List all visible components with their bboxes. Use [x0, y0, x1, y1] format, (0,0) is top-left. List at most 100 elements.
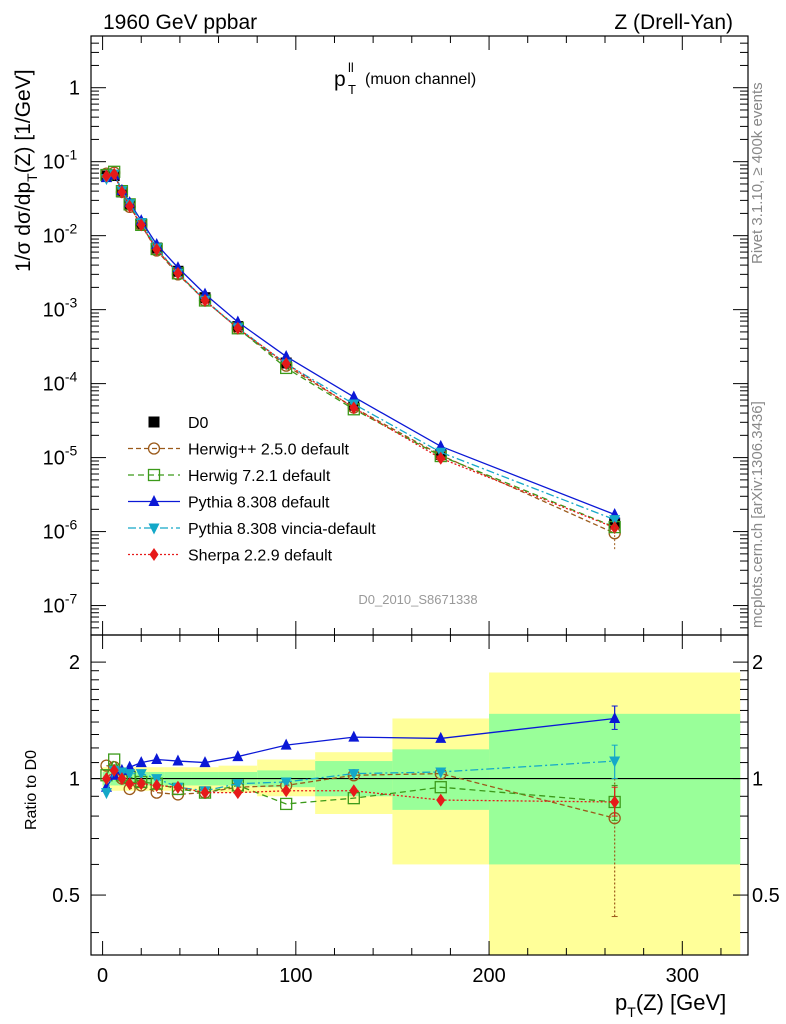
xlabel-rest: (Z) [GeV]	[636, 990, 726, 1015]
xlabel-p: p	[615, 990, 627, 1015]
frame-main	[90, 35, 749, 636]
header-right: Z (Drell-Yan)	[614, 11, 733, 34]
ratio-point-vincia-8	[232, 779, 244, 791]
ratio-point-pythia-11	[435, 731, 447, 743]
point-pythia-10	[348, 390, 360, 402]
ratio-point-pythia-8	[232, 750, 244, 762]
ytick-label-main-2: 10-2	[43, 221, 78, 248]
ratio-point-sherpa-10	[349, 784, 359, 798]
ytick-label-ratio-1: 1	[69, 769, 80, 791]
ratio-point-sherpa-4	[136, 777, 146, 791]
ylabel-ratio: Ratio to D0	[23, 750, 40, 830]
xlabel-sub: T	[627, 1004, 636, 1020]
axes: 0 100 200 300110-110-210-310-410-510-610-70…	[43, 35, 780, 987]
legend-label-vincia: Pythia 8.308 vincia-default	[188, 521, 376, 538]
ytick-exp: -5	[65, 443, 78, 459]
ytick-base: 10	[43, 226, 65, 248]
line-pythia	[106, 174, 615, 516]
point-sherpa-4	[136, 218, 146, 232]
rivet-label: Rivet 3.1.10, ≥ 400k events	[749, 82, 766, 264]
ratio-bands	[102, 672, 741, 955]
ratio-point-sherpa-2	[117, 772, 127, 786]
ytick-base: 10	[43, 300, 65, 322]
ytick-base: 10	[43, 596, 65, 618]
ytick-label-main-1: 10-1	[43, 147, 78, 174]
ytick-label-ratio-2: 2	[69, 652, 80, 674]
ratio-point-vincia-9	[280, 777, 292, 789]
ratio-point-sherpa-8	[233, 786, 243, 800]
ytick-base: 10	[43, 522, 65, 544]
ytick-label-main-0: 1	[69, 78, 80, 100]
ratio-point-pythia-6	[172, 754, 184, 766]
ratio-point-vincia-4	[135, 769, 147, 781]
ratio-point-sherpa-6	[173, 780, 183, 794]
ratio-point-pythia-9	[280, 738, 292, 750]
ratio-point-pythia-4	[135, 756, 147, 768]
legend-label-pythia: Pythia 8.308 default	[188, 495, 330, 512]
ratio-point-vincia-10	[348, 769, 360, 781]
ratio-point-vincia-3	[124, 769, 136, 781]
ytick-label-main-7: 10-7	[43, 591, 78, 618]
line-sherpa	[106, 173, 615, 529]
point-sherpa-7	[200, 293, 210, 307]
xtick-label-0: 0	[97, 965, 108, 987]
ytick-label-ratio-0: 0.5	[52, 885, 80, 907]
point-sherpa-0	[101, 169, 111, 183]
ratio-point-sherpa-1	[109, 763, 119, 777]
legend-label-herwig7: Herwig 7.2.1 default	[188, 468, 331, 485]
point-sherpa-8	[233, 321, 243, 335]
legend-marker-herwigpp	[147, 442, 161, 455]
ratio-point-pythia-5	[151, 753, 163, 765]
legend-marker-pythia	[148, 495, 160, 506]
point-pythia-9	[280, 349, 292, 361]
ylabel-main-a: 1/σ dσ/dp	[12, 182, 35, 272]
ylabel-main: 1/σ dσ/dpT(Z) [1/GeV]	[12, 69, 40, 272]
series-ratio	[100, 705, 621, 918]
ratio-point-sherpa-7	[200, 786, 210, 800]
ytick-exp: -6	[65, 517, 78, 533]
legend-marker-vincia	[148, 523, 160, 535]
xtick-label-200: 200	[472, 965, 505, 987]
xlabel: pT(Z) [GeV]	[615, 990, 726, 1020]
ytick-label-ratio-right-0: 0.5	[752, 885, 780, 907]
ratio-point-sherpa-9	[281, 784, 291, 798]
ytick-label-main-5: 10-5	[43, 443, 78, 470]
line-herwigpp	[106, 171, 615, 534]
ratio-point-pythia-10	[348, 730, 360, 742]
legend-label-sherpa: Sherpa 2.2.9 default	[188, 548, 333, 565]
ratio-point-pythia-7	[199, 756, 211, 768]
plot-title-main: p	[334, 68, 346, 91]
ytick-base: 10	[43, 374, 65, 396]
line-vincia	[106, 173, 615, 521]
xtick-label-100: 100	[279, 965, 312, 987]
ratio-point-herwig7-9	[280, 797, 293, 811]
ytick-label-ratio-right-1: 1	[752, 769, 763, 791]
ytick-exp: -1	[65, 147, 78, 163]
point-sherpa-5	[152, 243, 162, 257]
ratio-point-sherpa-12	[610, 795, 620, 809]
line-herwig7	[106, 170, 615, 528]
legend-marker-data	[148, 416, 160, 428]
analysis-label: D0_2010_S8671338	[358, 592, 477, 607]
legend-marker-sherpa	[149, 548, 159, 561]
header-left: 1960 GeV ppbar	[103, 11, 257, 34]
series-main	[100, 165, 621, 550]
point-sherpa-9	[281, 357, 291, 371]
point-sherpa-10	[349, 401, 359, 415]
ratio-point-sherpa-0	[101, 772, 111, 786]
mcplots-label: mcplots.cern.ch [arXiv:1306.3436]	[749, 401, 766, 628]
ratio-point-vincia-11	[435, 767, 447, 779]
ratio-point-pythia-3	[124, 760, 136, 772]
legend: D0 Herwig++ 2.5.0 default Herwig 7.2.1 def…	[128, 415, 376, 565]
ratio-point-sherpa-3	[125, 777, 135, 791]
plot-title-sub: T	[348, 82, 356, 97]
ratio-point-pythia-12	[609, 711, 621, 723]
plot-title: p ll T (muon channel)	[334, 60, 476, 97]
ylabel-main-b: (Z) [1/GeV]	[12, 69, 35, 173]
point-sherpa-2	[117, 185, 127, 199]
ytick-base: 10	[43, 152, 65, 174]
ratio-point-sherpa-11	[436, 793, 446, 807]
legend-label-herwigpp: Herwig++ 2.5.0 default	[188, 442, 350, 459]
ytick-exp: -7	[65, 591, 78, 607]
